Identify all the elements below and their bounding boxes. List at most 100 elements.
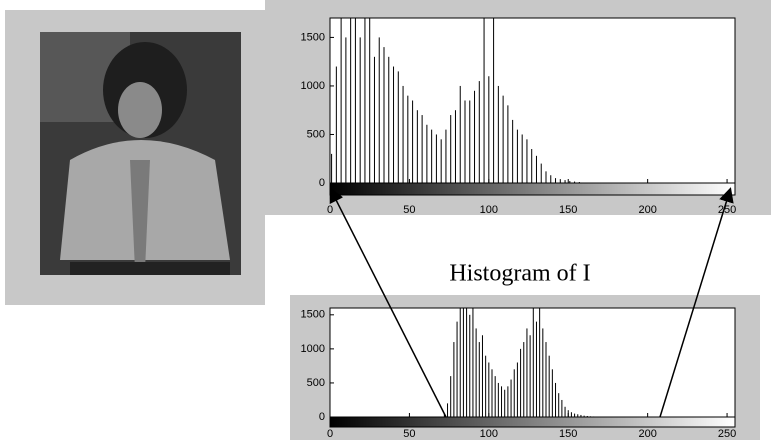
bar [593, 416, 595, 417]
bar [564, 180, 566, 183]
x-tick-label: 250 [718, 204, 736, 216]
bar [412, 100, 414, 183]
bar [440, 139, 442, 183]
colorbar [329, 416, 736, 428]
bar [459, 308, 461, 417]
bar [350, 18, 352, 183]
bar [545, 342, 547, 417]
bar [474, 90, 476, 183]
bar [472, 308, 474, 417]
x-tick-label: 200 [638, 204, 656, 216]
bar [462, 308, 464, 417]
x-tick-label: 0 [327, 428, 333, 440]
bar [510, 379, 512, 417]
bar [459, 85, 461, 183]
bar [516, 362, 518, 417]
y-tick-label: 1500 [301, 309, 325, 321]
bar [589, 416, 591, 417]
bar [402, 85, 404, 183]
bar [545, 171, 547, 183]
bar [539, 308, 541, 417]
bar [542, 328, 544, 417]
bar [464, 100, 466, 183]
y-tick-label: 0 [319, 411, 325, 423]
y-tick-label: 1500 [301, 31, 325, 43]
colorbar [329, 182, 736, 196]
bar [435, 134, 437, 183]
bar [393, 66, 395, 183]
bar [421, 115, 423, 183]
bar [416, 110, 418, 183]
bar [388, 56, 390, 183]
bar [450, 376, 452, 417]
plot-area [329, 17, 736, 184]
bar [513, 369, 515, 417]
bar [501, 386, 503, 417]
bar [550, 175, 552, 183]
caption: Histogram of I [449, 261, 590, 287]
bars [443, 308, 617, 417]
bar [491, 369, 493, 417]
bar [469, 100, 471, 183]
bar [574, 413, 576, 417]
x-tick-label: 50 [403, 428, 415, 440]
bar [456, 321, 458, 417]
x-tick-label: 100 [480, 204, 498, 216]
bar [548, 355, 550, 417]
x-tick-label: 0 [327, 204, 333, 216]
bar [583, 415, 585, 417]
arrow [659, 187, 734, 418]
bar [535, 321, 537, 417]
bar [447, 403, 449, 417]
bar [578, 182, 580, 183]
bar [359, 37, 361, 183]
bar [454, 110, 456, 183]
bar [502, 95, 504, 183]
bar [551, 369, 553, 417]
bar [483, 18, 485, 183]
bar [466, 308, 468, 417]
bar [481, 335, 483, 417]
bar [521, 134, 523, 183]
bar [450, 115, 452, 183]
bar [577, 414, 579, 417]
bar [555, 382, 557, 417]
x-tick-label: 150 [559, 428, 577, 440]
bar [529, 335, 531, 417]
bar [574, 181, 576, 183]
bar [340, 18, 342, 183]
bar [478, 342, 480, 417]
bar [520, 348, 522, 417]
x-tick-label: 50 [403, 204, 415, 216]
x-tick-label: 250 [718, 428, 736, 440]
arrow [329, 187, 447, 418]
bar [497, 85, 499, 183]
bar [531, 149, 533, 183]
bar [488, 76, 490, 183]
bar [407, 95, 409, 183]
bar [580, 414, 582, 417]
bar [445, 129, 447, 183]
bar [331, 153, 333, 183]
bar [516, 129, 518, 183]
bar [485, 355, 487, 417]
bar [397, 71, 399, 183]
bar [526, 328, 528, 417]
x-tick-label: 150 [559, 204, 577, 216]
bar [369, 18, 371, 183]
bar [488, 362, 490, 417]
bar [523, 342, 525, 417]
bar [497, 382, 499, 417]
bar [354, 18, 356, 183]
bar [493, 18, 495, 183]
plot-area [329, 307, 736, 418]
bar [569, 181, 571, 183]
bar [540, 163, 542, 183]
y-tick-label: 1000 [301, 80, 325, 92]
bar [507, 105, 509, 183]
y-tick-label: 500 [307, 128, 325, 140]
bar [453, 342, 455, 417]
bar [535, 155, 537, 183]
bar [431, 129, 433, 183]
bar [383, 47, 385, 183]
